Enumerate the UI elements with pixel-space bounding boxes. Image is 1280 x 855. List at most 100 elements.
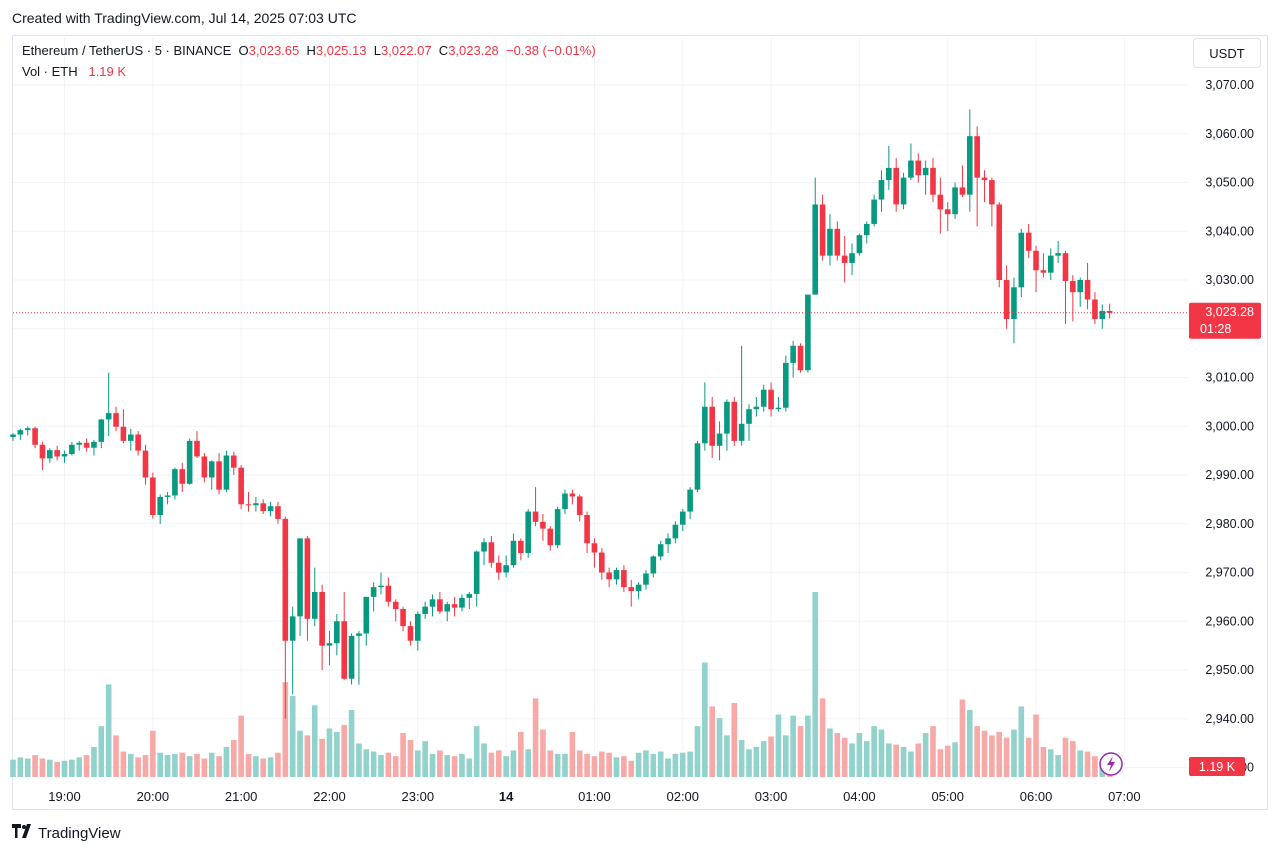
volume-bar: [974, 726, 980, 777]
candle: [967, 109, 973, 212]
candle: [672, 521, 679, 544]
candle-body: [944, 209, 951, 215]
candle-body: [584, 514, 590, 544]
candle: [429, 594, 436, 617]
candle-body: [937, 194, 944, 210]
candle-body: [231, 455, 237, 468]
volume-bar: [981, 730, 988, 777]
candle: [297, 538, 303, 636]
candle: [481, 538, 487, 566]
volume-bar: [135, 757, 141, 777]
volume-bar: [311, 705, 318, 777]
volume-bar: [893, 744, 899, 777]
candle: [922, 160, 929, 195]
candle: [599, 548, 605, 580]
price-tick-label: 2,980.00: [1205, 517, 1254, 531]
volume-bar: [915, 743, 922, 777]
candle: [260, 499, 267, 514]
candle-body: [775, 407, 782, 410]
volume-bar: [127, 753, 134, 777]
candle: [856, 233, 863, 256]
candle: [952, 182, 958, 220]
candle: [495, 555, 502, 580]
candle-body: [834, 228, 841, 256]
candles: [10, 109, 1188, 719]
volume-tag-bg: [1189, 757, 1245, 776]
candle: [1025, 223, 1032, 259]
candle-body: [1055, 253, 1061, 256]
volume-label: Vol · ETH: [22, 64, 78, 79]
volume-bar: [812, 592, 819, 777]
volume-bar: [665, 758, 671, 777]
candle-body: [378, 585, 384, 588]
volume-bar: [1084, 751, 1091, 777]
candle: [893, 158, 899, 212]
volume-bar: [827, 728, 833, 777]
candle: [113, 406, 119, 432]
volume-bar: [1040, 746, 1047, 777]
grid-lines: [13, 38, 1188, 778]
candle-body: [76, 442, 83, 445]
candle-body: [297, 538, 303, 617]
candle-body: [282, 518, 289, 641]
candle-body: [709, 406, 715, 446]
close-value: 3,023.28: [448, 43, 499, 58]
candle-body: [135, 434, 141, 451]
candle-body: [201, 456, 208, 478]
candle: [576, 494, 583, 522]
candle: [878, 170, 885, 212]
volume-bar: [429, 753, 436, 777]
candle-body: [142, 450, 149, 478]
candle-body: [245, 504, 252, 506]
candle-body: [319, 592, 325, 646]
volume-bar: [363, 749, 370, 777]
volume-bar: [481, 743, 487, 777]
volume-bar: [591, 756, 598, 777]
volume-bar: [459, 753, 465, 777]
volume-bar: [275, 752, 281, 777]
candle-body: [157, 496, 163, 515]
volume-bar: [194, 753, 200, 777]
volume-bar: [142, 755, 149, 777]
candle: [304, 535, 311, 641]
price-tick-label: 2,970.00: [1205, 566, 1254, 580]
volume-bar: [150, 730, 156, 777]
volume-bar: [1011, 729, 1017, 777]
candle: [164, 492, 171, 505]
tradingview-footer[interactable]: TradingView: [12, 824, 121, 843]
candle-body: [223, 455, 230, 490]
volume-bar: [576, 750, 583, 777]
candle-body: [893, 167, 899, 205]
candle-body: [863, 223, 870, 236]
volume-bar: [415, 750, 421, 777]
candle-body: [886, 167, 892, 181]
candle: [650, 555, 657, 578]
volume-tag: 1.19 K: [1189, 757, 1245, 776]
volume-bar: [488, 752, 495, 777]
candle: [783, 355, 789, 412]
candle: [135, 431, 141, 456]
volume-bar: [400, 733, 406, 777]
volume-bar: [172, 753, 178, 777]
lightning-icon[interactable]: [1099, 752, 1123, 776]
price-tick-label: 3,070.00: [1205, 78, 1254, 92]
candle: [61, 450, 68, 463]
candle-body: [805, 294, 811, 371]
volume-bar: [437, 750, 443, 777]
candle: [643, 570, 649, 590]
volume-bar: [753, 746, 760, 777]
candle-body: [1003, 280, 1010, 319]
currency-button[interactable]: USDT: [1193, 38, 1261, 68]
volume-bar: [1077, 750, 1083, 777]
candle: [231, 451, 237, 475]
candle: [805, 294, 811, 373]
candle: [584, 511, 590, 553]
candle: [532, 487, 539, 527]
candle-body: [716, 433, 723, 446]
candle: [83, 438, 90, 452]
candle: [24, 426, 31, 436]
last-price-tag-bg: [1189, 302, 1261, 339]
time-tick-label: 01:00: [578, 789, 611, 804]
candle: [554, 506, 561, 549]
